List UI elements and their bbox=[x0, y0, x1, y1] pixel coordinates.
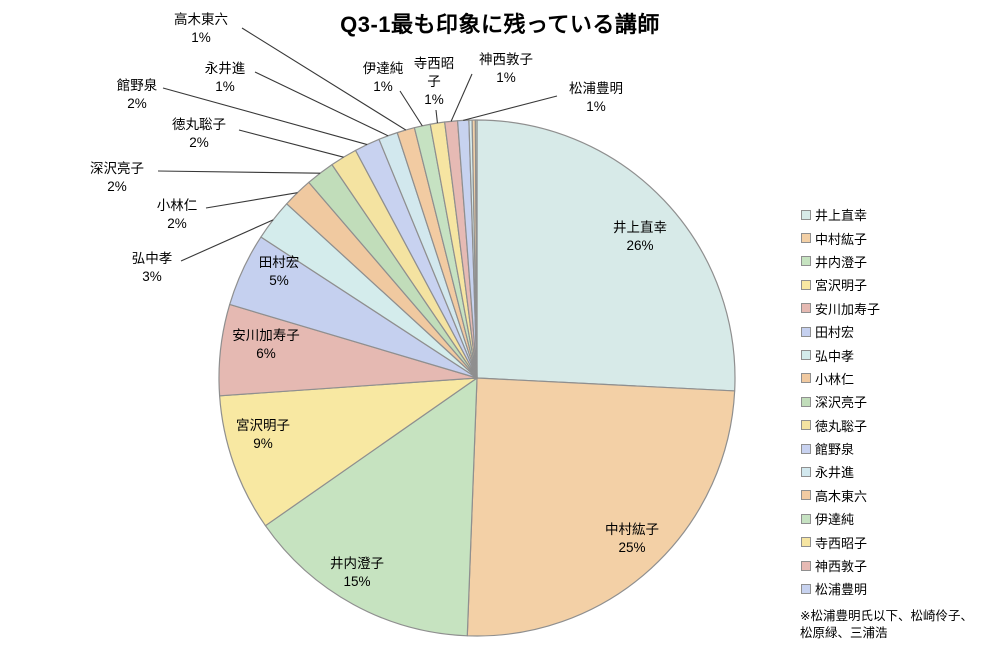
slice-label-inside: 中村紘子 25% bbox=[605, 522, 659, 555]
legend-label: 高木東六 bbox=[815, 488, 868, 504]
legend-color-swatch bbox=[801, 256, 811, 267]
label-leader-line bbox=[180, 219, 274, 262]
chart-title: Q3-1最も印象に残っている講師 bbox=[340, 12, 660, 37]
slice-label-outside: 徳丸聡子 2% bbox=[172, 117, 226, 150]
legend-label: 神西敦子 bbox=[815, 559, 868, 575]
legend-label: 中村紘子 bbox=[815, 231, 868, 247]
slice-label-outside: 伊達純 1% bbox=[363, 61, 404, 94]
slice-label-outside: 高木東六 1% bbox=[174, 11, 228, 45]
slice-label-outside: 深沢亮子 2% bbox=[90, 160, 144, 194]
slice-label-inside: 井上直幸 26% bbox=[613, 220, 667, 253]
slice-label-inside: 田村宏 5% bbox=[259, 255, 300, 288]
slice-label-outside: 弘中孝 3% bbox=[132, 251, 173, 284]
legend-item: 徳丸聡子 bbox=[801, 414, 998, 437]
legend-item: 伊達純 bbox=[801, 507, 998, 530]
legend-label: 館野泉 bbox=[815, 442, 855, 458]
legend-label: 寺西昭子 bbox=[815, 535, 868, 551]
footnote-line-2: 松原緑、三浦浩 bbox=[800, 626, 888, 640]
legend-item: 高木東六 bbox=[801, 484, 998, 507]
legend-color-swatch bbox=[801, 420, 811, 431]
pie-slice bbox=[264, 377, 478, 637]
slice-label-outside: 神西敦子 1% bbox=[479, 52, 533, 85]
pie-slice bbox=[476, 119, 736, 392]
legend-color-swatch bbox=[801, 373, 811, 384]
slice-label-inside: 井内澄子 15% bbox=[330, 556, 384, 589]
legend-color-swatch bbox=[801, 350, 811, 361]
legend-item: 井内澄子 bbox=[801, 250, 998, 273]
label-leader-line bbox=[463, 95, 558, 121]
label-leader-line bbox=[241, 27, 407, 131]
legend-item: 弘中孝 bbox=[801, 343, 998, 366]
legend-item: 寺西昭子 bbox=[801, 530, 998, 553]
pie-slice bbox=[474, 119, 478, 379]
label-leader-line bbox=[238, 129, 344, 158]
legend-color-swatch bbox=[801, 490, 811, 501]
legend-label: 田村宏 bbox=[815, 325, 855, 341]
label-leader-line bbox=[399, 90, 423, 127]
legend-label: 永井進 bbox=[815, 465, 855, 481]
slice-label-inside: 宮沢明子 9% bbox=[236, 418, 290, 451]
legend-item: 永井進 bbox=[801, 460, 998, 483]
legend-color-swatch bbox=[801, 279, 811, 290]
legend-color-swatch bbox=[801, 396, 811, 407]
legend-item: 中村紘子 bbox=[801, 226, 998, 249]
legend-item: 宮沢明子 bbox=[801, 273, 998, 296]
label-leader-line bbox=[435, 109, 438, 124]
legend-item: 松浦豊明 bbox=[801, 577, 998, 600]
legend-color-swatch bbox=[801, 443, 811, 454]
slice-label-outside: 永井進 1% bbox=[205, 61, 246, 94]
legend-color-swatch bbox=[801, 513, 811, 524]
legend-label: 宮沢明子 bbox=[815, 278, 868, 294]
legend-label: 深沢亮子 bbox=[815, 395, 868, 411]
legend-label: 井上直幸 bbox=[815, 208, 868, 224]
legend-label: 伊達純 bbox=[815, 512, 855, 528]
legend-label: 徳丸聡子 bbox=[815, 418, 868, 434]
label-leader-line bbox=[450, 73, 473, 122]
legend-item: 安川加寿子 bbox=[801, 297, 998, 320]
label-leader-line bbox=[254, 71, 389, 137]
legend-color-swatch bbox=[801, 583, 811, 594]
legend-color-swatch bbox=[801, 233, 811, 244]
legend-label: 井内澄子 bbox=[815, 254, 868, 270]
legend-item: 小林仁 bbox=[801, 367, 998, 390]
slice-label-inside: 安川加寿子 6% bbox=[232, 327, 300, 361]
legend-label: 弘中孝 bbox=[815, 348, 855, 364]
legend: 井上直幸中村紘子井内澄子宮沢明子安川加寿子田村宏弘中孝小林仁深沢亮子徳丸聡子館野… bbox=[801, 203, 998, 601]
legend-item: 深沢亮子 bbox=[801, 390, 998, 413]
label-leader-line bbox=[162, 87, 368, 146]
slice-label-outside: 寺西昭子 1% bbox=[414, 56, 455, 107]
slice-label-outside: 小林仁 2% bbox=[157, 198, 198, 231]
legend-item: 井上直幸 bbox=[801, 203, 998, 226]
legend-color-swatch bbox=[801, 209, 811, 220]
slice-label-outside: 館野泉 2% bbox=[117, 77, 158, 111]
pie-slice bbox=[466, 377, 736, 637]
legend-color-swatch bbox=[801, 466, 811, 477]
legend-label: 松浦豊明 bbox=[815, 582, 868, 598]
legend-item: 田村宏 bbox=[801, 320, 998, 343]
legend-item: 神西敦子 bbox=[801, 554, 998, 577]
label-leader-line bbox=[157, 170, 321, 174]
label-leader-line bbox=[205, 192, 298, 209]
pie-slice bbox=[219, 377, 478, 527]
legend-color-swatch bbox=[801, 326, 811, 337]
slice-label-outside: 松浦豊明 1% bbox=[569, 81, 623, 114]
legend-color-swatch bbox=[801, 560, 811, 571]
legend-label: 小林仁 bbox=[815, 371, 855, 387]
legend-color-swatch bbox=[801, 303, 811, 314]
legend-label: 安川加寿子 bbox=[815, 301, 881, 317]
legend-color-swatch bbox=[801, 537, 811, 548]
footnote-line-1: ※松浦豊明氏以下、松崎伶子、 bbox=[800, 609, 973, 623]
legend-item: 館野泉 bbox=[801, 437, 998, 460]
legend-footnote: ※松浦豊明氏以下、松崎伶子、 松原緑、三浦浩 bbox=[800, 608, 998, 642]
